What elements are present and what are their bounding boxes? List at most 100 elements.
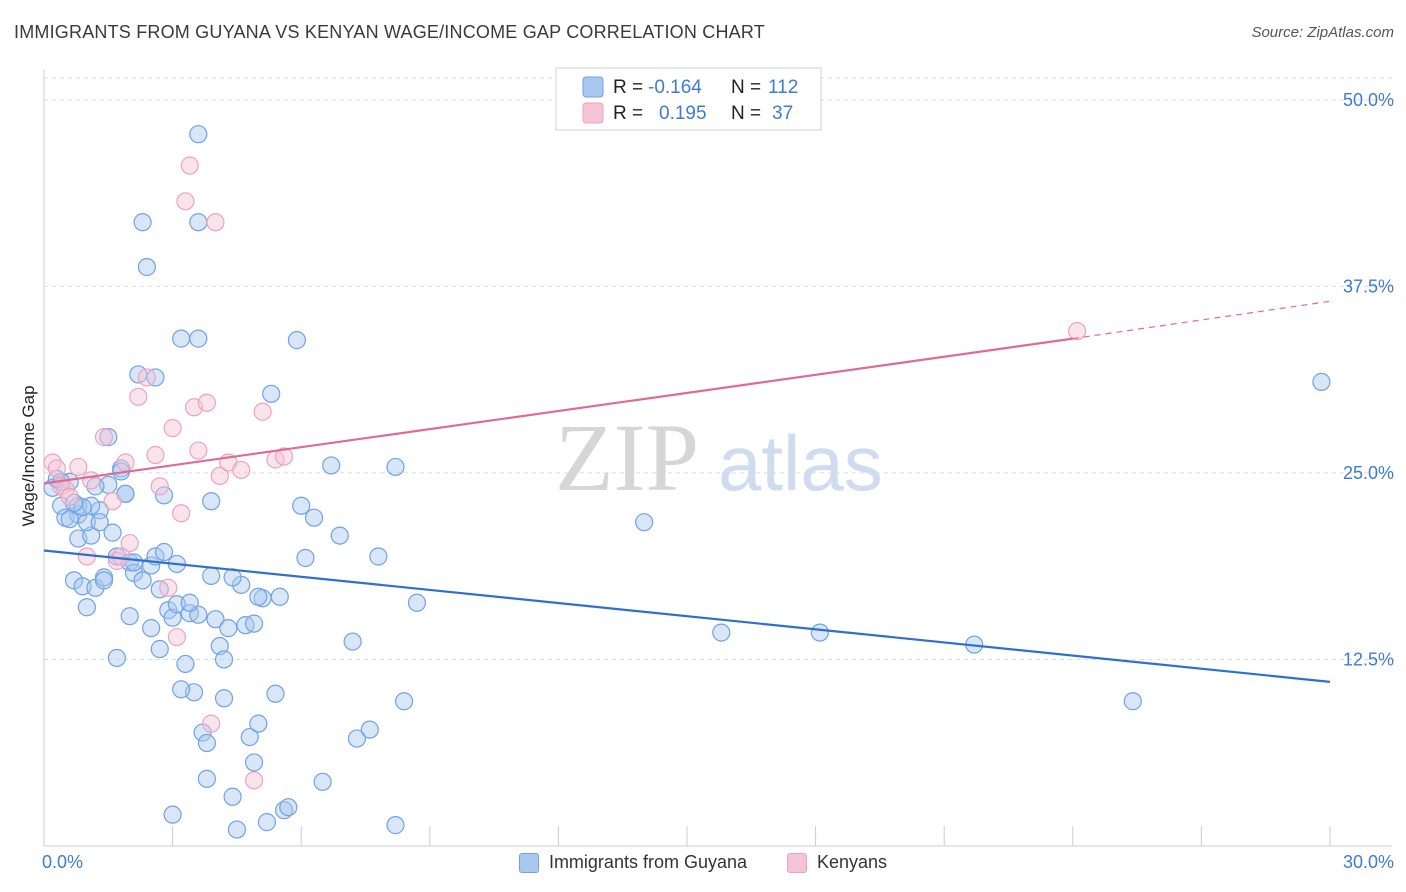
guyana-point (257, 813, 277, 832)
guyana-point (347, 729, 367, 748)
guyana-point (249, 714, 268, 733)
legend-r-value-0: -0.164 (648, 77, 702, 98)
guyana-point (240, 727, 259, 747)
y-tick-label: 37.5% (1343, 276, 1394, 296)
guyana-point (103, 523, 122, 542)
series-legend: Immigrants from Guyana Kenyans (0, 852, 1406, 873)
x-tick-label: 30.0% (1343, 852, 1394, 872)
guyana-point (386, 816, 405, 835)
stats-legend: R = -0.164 N = 112 R = 0.195 N = 37 (555, 67, 822, 131)
guyana-point (189, 213, 208, 232)
guyana-point (150, 639, 169, 659)
guyana-trend-line (43, 549, 1331, 683)
guyana-point (133, 571, 152, 590)
guyana-point (227, 820, 246, 839)
guyana-point (287, 331, 307, 350)
chart-title: IMMIGRANTS FROM GUYANA VS KENYAN WAGE/IN… (14, 22, 765, 42)
legend-label-guyana: Immigrants from Guyana (548, 852, 747, 872)
kenyans-point (189, 441, 208, 460)
kenyans-point (206, 213, 225, 232)
guyana-point (197, 769, 216, 788)
guyana-point (296, 548, 315, 568)
guyana-point (214, 689, 234, 708)
guyana-point (635, 513, 654, 532)
kenyans-point (176, 192, 195, 211)
legend-r-value-1: 0.195 (659, 103, 707, 124)
legend-label-kenyans: Kenyans (817, 852, 888, 872)
guyana-point (202, 492, 221, 511)
guyana-point (176, 654, 195, 674)
y-tick-labels: 50.0% 37.5% 25.0% 12.5% (1343, 90, 1394, 670)
guyana-point (279, 798, 298, 817)
guyana-point (369, 547, 388, 566)
guyana-point (99, 428, 118, 447)
y-axis-label: Wage/Income Gap (19, 385, 38, 526)
guyana-point (90, 513, 109, 532)
legend-swatch (518, 852, 539, 873)
kenyans-point (69, 457, 88, 477)
kenyans-point (274, 447, 294, 466)
y-tick-label: 12.5% (1343, 649, 1394, 669)
guyana-point (244, 614, 264, 633)
source-label: Source: ZipAtlas.com (1251, 24, 1394, 41)
kenyans-point (1067, 322, 1087, 341)
guyana-point (394, 692, 414, 711)
watermark-atlas: atlas (718, 419, 883, 507)
guyana-point (202, 566, 221, 585)
kenyans-point (129, 387, 148, 406)
kenyans-point (150, 477, 169, 496)
guyana-point (94, 571, 114, 590)
guyana-point (197, 733, 216, 753)
guyana-point (137, 257, 156, 277)
kenyans-point (116, 453, 135, 472)
kenyans-point (202, 714, 221, 733)
guyana-point (1123, 692, 1142, 711)
legend-item-guyana[interactable]: Immigrants from Guyana (518, 852, 747, 873)
legend-swatch-guyana (582, 76, 604, 98)
legend-n-value-1: 37 (772, 103, 793, 124)
guyana-point (223, 787, 242, 806)
guyana-point (262, 384, 281, 403)
y-tick-label: 25.0% (1343, 463, 1394, 483)
kenyans-point (232, 460, 251, 480)
guyana-point (210, 636, 229, 656)
kenyans-point (172, 504, 191, 523)
guyana-point (386, 457, 405, 477)
guyana-point (292, 496, 311, 515)
x-tick-label: 0.0% (42, 852, 83, 872)
guyana-point (313, 772, 332, 791)
guyana-point (244, 753, 264, 772)
kenyans-point (210, 466, 229, 486)
guyana-point (249, 587, 268, 606)
guyana-point (270, 587, 289, 606)
legend-swatch-kenyans (582, 102, 604, 124)
kenyans-point (94, 428, 114, 447)
guyana-point (82, 526, 101, 545)
axes (43, 70, 1392, 847)
kenyans-trend-line (43, 337, 1073, 485)
series-kenyans-points (43, 156, 1087, 790)
guyana-point (189, 125, 208, 144)
guyana-point (163, 608, 182, 627)
guyana-point (214, 650, 234, 669)
kenyans-trend-extension (1072, 300, 1331, 340)
guyana-point (120, 607, 139, 626)
trend-lines (43, 300, 1331, 683)
guyana-point (172, 329, 191, 348)
kenyans-point (244, 771, 264, 790)
guyana-point (266, 684, 285, 703)
guyana-point (73, 498, 92, 517)
kenyans-point (197, 393, 216, 412)
guyana-point (219, 619, 238, 638)
guyana-point (77, 598, 96, 617)
legend-n-label-0: N = (731, 77, 761, 98)
guyana-point (1312, 372, 1331, 391)
kenyans-point (159, 578, 178, 597)
guyana-point (172, 680, 191, 699)
legend-n-value-0: 112 (768, 77, 798, 98)
guyana-point (154, 542, 174, 562)
y-tick-label: 50.0% (1343, 90, 1394, 110)
legend-item-kenyans[interactable]: Kenyans (787, 852, 887, 873)
guyana-point (142, 619, 161, 638)
